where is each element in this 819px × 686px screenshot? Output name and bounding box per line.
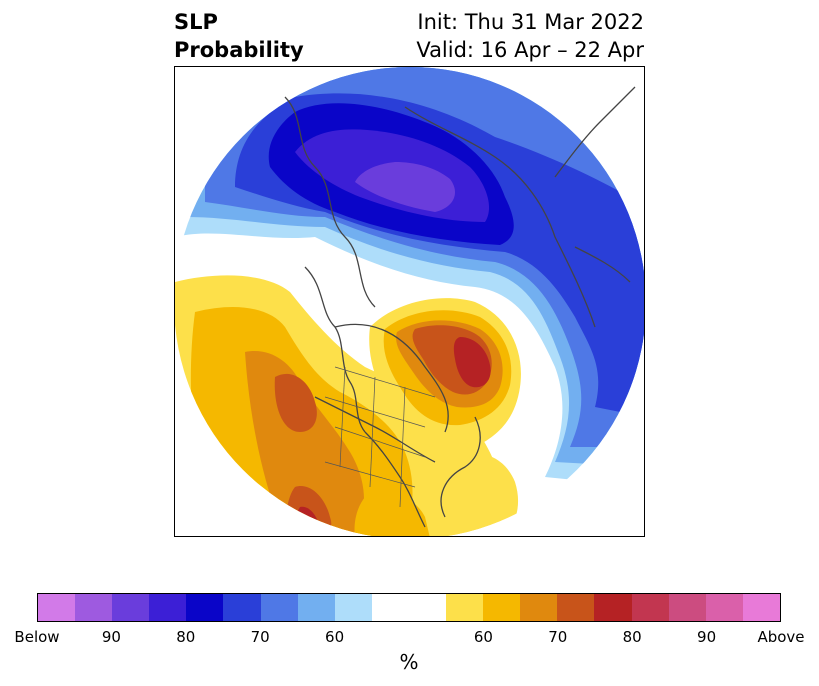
colorbar-segment: [112, 594, 150, 621]
colorbar-segment: [371, 594, 409, 621]
colorbar-tick-label: 60: [325, 628, 345, 646]
colorbar-tick-label: 60: [473, 628, 493, 646]
colorbar-tick-label: 90: [101, 628, 121, 646]
valid-date: Valid: 16 Apr – 22 Apr: [416, 38, 644, 62]
colorbar-segment: [668, 594, 706, 621]
coastlines: [284, 86, 636, 528]
probability-field: [175, 67, 644, 536]
colorbar-unit: %: [399, 650, 419, 674]
colorbar-tick-label: 90: [697, 628, 717, 646]
init-date: Init: Thu 31 Mar 2022: [417, 10, 644, 34]
colorbar-tick-label: 70: [548, 628, 568, 646]
colorbar-segment: [742, 594, 780, 621]
map-title: SLP Probability: [174, 8, 304, 64]
title-line-1: SLP: [174, 10, 218, 34]
probability-map: [174, 66, 645, 537]
colorbar-segment: [75, 594, 113, 621]
colorbar-segment: [223, 594, 261, 621]
colorbar-segment: [557, 594, 595, 621]
colorbar-segment: [520, 594, 558, 621]
colorbar-tick-label: 80: [176, 628, 196, 646]
colorbar-segment: [149, 594, 187, 621]
colorbar-segment: [334, 594, 372, 621]
colorbar-segment: [594, 594, 632, 621]
colorbar-segment: [260, 594, 298, 621]
colorbar-tick-label: 80: [622, 628, 642, 646]
borders: [324, 366, 436, 508]
colorbar: [37, 593, 781, 622]
colorbar-tick-label: Above: [757, 628, 805, 646]
colorbar-segment: [38, 594, 76, 621]
forecast-dates: Init: Thu 31 Mar 2022 Valid: 16 Apr – 22…: [416, 8, 644, 64]
colorbar-segment: [631, 594, 669, 621]
colorbar-segment: [483, 594, 521, 621]
colorbar-segment: [186, 594, 224, 621]
title-line-2: Probability: [174, 38, 304, 62]
map-canvas: [175, 67, 644, 536]
colorbar-tick-label: Below: [14, 628, 60, 646]
colorbar-segment: [408, 594, 447, 621]
colorbar-segment: [705, 594, 743, 621]
colorbar-segment: [446, 594, 484, 621]
colorbar-tick-label: 70: [250, 628, 270, 646]
colorbar-segment: [297, 594, 335, 621]
